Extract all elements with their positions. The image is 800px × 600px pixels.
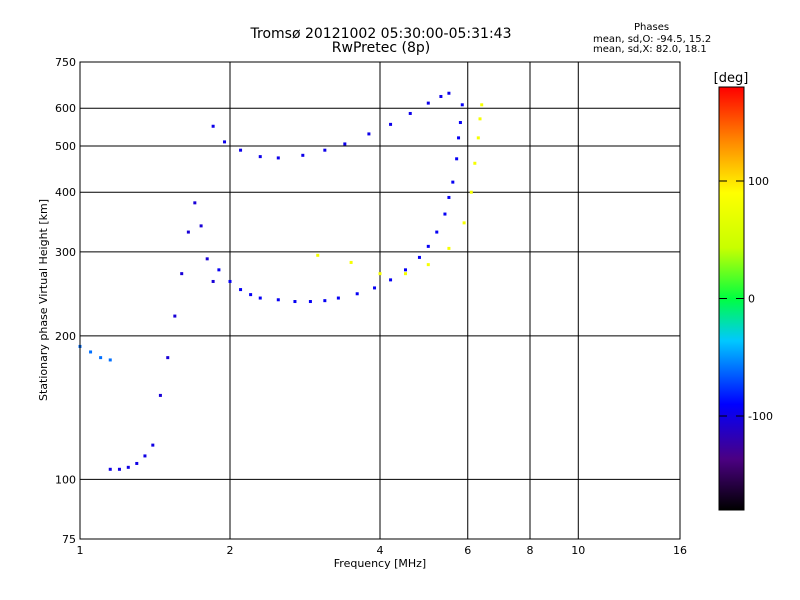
data-point [173,314,177,318]
data-point [378,272,382,276]
data-point [205,257,209,261]
colorbar-tick-label: 100 [748,175,769,188]
data-point [308,300,312,304]
data-point [223,140,227,144]
data-point [417,255,421,259]
data-point [426,101,430,105]
data-point [239,148,243,152]
x-tick-label: 8 [527,544,534,557]
data-point [478,117,482,121]
data-point [439,94,443,98]
y-tick-label: 300 [55,246,76,259]
data-point [389,122,393,126]
data-point [457,136,461,140]
data-point [323,299,327,303]
data-point [373,286,377,290]
x-tick-label: 1 [77,544,84,557]
data-point [166,356,170,360]
y-axis-label: Stationary phase Virtual Height [km] [37,199,50,401]
plot-frame [79,61,681,540]
data-point [462,221,466,225]
colorbar-label: [deg] [714,71,749,86]
phases-x-mode: mean, sd,X: 82.0, 18.1 [593,44,707,55]
data-point [199,224,203,228]
data-point [180,272,184,276]
data-point [126,465,130,469]
x-axis-label: Frequency [MHz] [334,557,426,570]
data-point [355,292,359,296]
y-tick-label: 500 [55,140,76,153]
data-point [258,155,262,159]
x-tick-label: 16 [673,544,687,557]
data-point [408,111,412,115]
data-point [403,272,407,276]
x-tick-label: 2 [227,544,234,557]
data-point [403,268,407,272]
data-point [323,148,327,152]
data-point [135,461,139,465]
data-point [89,350,93,354]
data-point [186,230,190,234]
data-point [343,142,347,146]
data-point [108,467,112,471]
phases-title: Phases [634,22,670,33]
data-point [108,358,112,362]
data-point [316,253,320,257]
y-tick-label: 200 [55,330,76,343]
data-point [473,161,477,165]
x-tick-label: 6 [464,544,471,557]
data-point [99,356,103,360]
data-point [435,230,439,234]
data-point [228,279,232,283]
data-point [426,263,430,267]
colorbar-tick-label: 0 [748,293,755,306]
phases-o-mode: mean, sd,O: -94.5, 15.2 [593,34,712,45]
data-point [447,246,451,250]
data-point [276,156,280,160]
data-point [211,124,215,128]
data-point [193,201,197,205]
x-tick-label: 10 [571,544,585,557]
data-point [451,180,455,184]
data-point [447,195,451,199]
data-point [258,296,262,300]
data-point [480,103,484,107]
data-point [158,393,162,397]
data-point [249,293,253,297]
data-point [476,136,480,140]
chart-title: Tromsø 20121002 05:30:00-05:31:43 [250,26,512,42]
chart-subtitle: RwPretec (8p) [331,40,431,56]
data-point [336,296,340,300]
data-point [460,103,464,107]
data-point [389,278,393,282]
y-tick-label: 600 [55,102,76,115]
data-point [426,244,430,248]
data-point [217,268,221,272]
x-tick-label: 4 [377,544,384,557]
data-point [151,443,155,447]
data-point [143,454,147,458]
data-point [211,279,215,283]
data-point [469,190,473,194]
data-point [276,298,280,302]
y-tick-label: 400 [55,186,76,199]
y-tick-label: 75 [62,533,76,546]
data-point [447,91,451,95]
data-point [239,288,243,292]
colorbar-tick-label: -100 [748,410,773,423]
data-point [458,121,462,125]
data-point [293,300,297,304]
y-tick-label: 100 [55,473,76,486]
data-point [443,212,447,216]
y-tick-label: 750 [55,56,76,69]
data-point [301,153,305,157]
data-point [117,467,121,471]
data-point [455,157,459,161]
data-point [349,260,353,264]
data-point [367,132,371,136]
